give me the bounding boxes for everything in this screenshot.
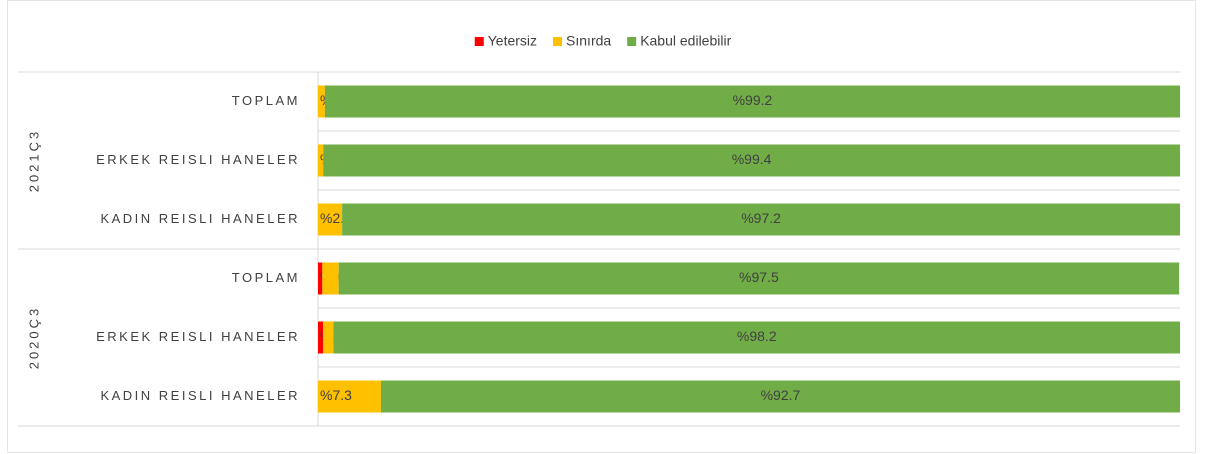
value-label: %98.2: [737, 328, 777, 344]
group-label: 2020Ç3: [26, 306, 41, 370]
legend-label: Kabul edilebilir: [640, 33, 731, 49]
category-label: TOPLAM: [232, 93, 300, 108]
bar-segment: [342, 203, 1180, 236]
category-label: TOPLAM: [232, 270, 300, 285]
bar-segment: [380, 380, 1180, 413]
category-label: KADIN REISLI HANELER: [100, 211, 300, 226]
bar-segment: [318, 262, 323, 295]
category-label: KADIN REISLI HANELER: [100, 388, 300, 403]
bar-segment: [318, 203, 343, 236]
value-label: %92.7: [761, 387, 801, 403]
legend-swatch: [474, 37, 484, 46]
bar-segment: [323, 144, 1180, 177]
bar-segment: [318, 321, 324, 354]
bar-segment: [318, 144, 324, 177]
legend-label: Yetersiz: [488, 33, 537, 49]
bar-segment: [333, 321, 1180, 354]
bar-segment: [322, 262, 339, 295]
bar-segment: [338, 262, 1180, 295]
category-label: ERKEK REISLI HANELER: [96, 152, 300, 167]
bar-segment: [323, 321, 334, 354]
category-label: ERKEK REISLI HANELER: [96, 329, 300, 344]
value-label: %99.2: [733, 92, 773, 108]
value-label: %97.5: [739, 269, 779, 285]
legend-label: Sınırda: [566, 33, 611, 49]
value-label: %97.2: [741, 210, 781, 226]
legend-swatch: [553, 37, 563, 46]
value-label: %7.3: [320, 387, 352, 403]
bar-segment: [324, 85, 1180, 118]
chart-border: [7, 0, 1196, 453]
group-label: 2021Ç3: [26, 129, 41, 193]
legend-swatch: [627, 37, 637, 46]
bar-segment: [318, 85, 325, 118]
bar-segment: [318, 380, 381, 413]
value-label: %99.4: [732, 151, 772, 167]
